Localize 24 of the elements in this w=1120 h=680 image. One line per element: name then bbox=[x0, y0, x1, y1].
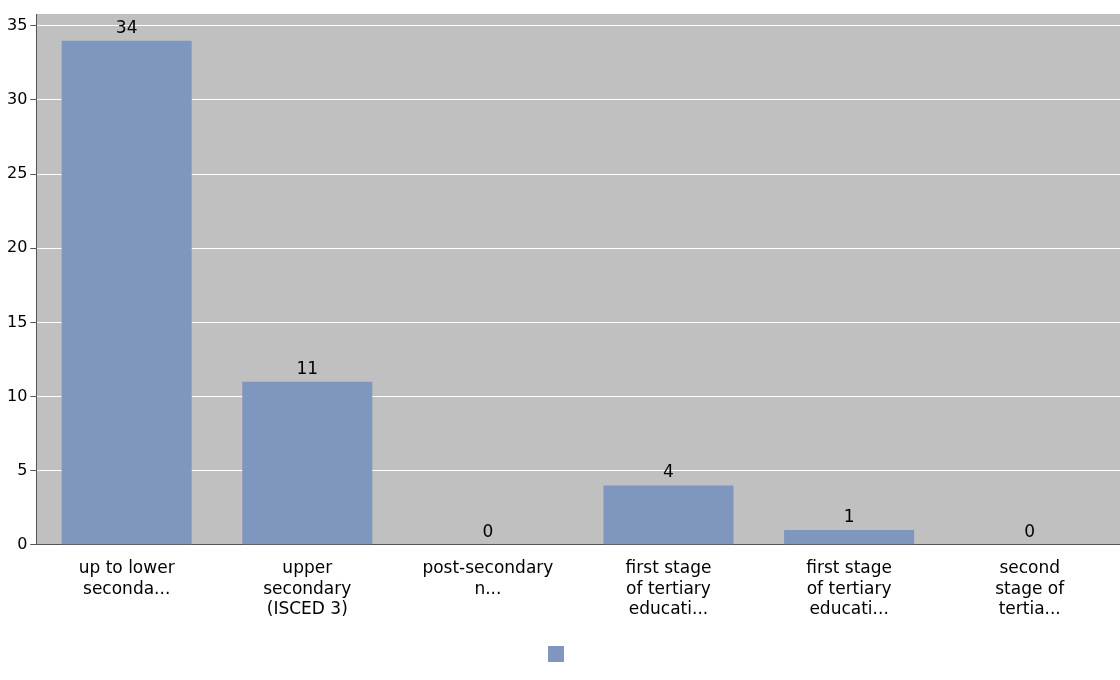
y-tick-label: 10 bbox=[7, 385, 28, 405]
data-label: 4 bbox=[663, 461, 674, 482]
y-tick-label: 30 bbox=[7, 89, 28, 109]
y-tick-label: 0 bbox=[17, 533, 28, 553]
x-tick-label: up to lower seconda... bbox=[78, 557, 175, 598]
x-tick-label: second stage of tertia... bbox=[995, 557, 1066, 619]
y-tick-label: 25 bbox=[7, 163, 28, 183]
bar bbox=[784, 529, 915, 545]
x-tick-label: upper secondary (ISCED 3) bbox=[263, 557, 352, 619]
bar bbox=[61, 40, 192, 545]
x-tick-label: first stage of tertiary educati... bbox=[806, 557, 892, 619]
bar bbox=[242, 381, 373, 545]
y-tick-label: 35 bbox=[7, 15, 28, 35]
bar bbox=[603, 485, 734, 545]
data-label: 34 bbox=[115, 16, 138, 37]
x-tick-label: post-secondary n... bbox=[422, 557, 554, 598]
data-label: 0 bbox=[1024, 520, 1036, 541]
y-tick-label: 5 bbox=[17, 459, 28, 479]
x-tick-label: first stage of tertiary educati... bbox=[625, 557, 712, 619]
data-label: 1 bbox=[843, 505, 855, 526]
y-tick-label: 15 bbox=[7, 311, 28, 331]
y-tick-label: 20 bbox=[7, 237, 28, 257]
data-label: 11 bbox=[296, 357, 319, 378]
data-label: 0 bbox=[482, 520, 494, 541]
